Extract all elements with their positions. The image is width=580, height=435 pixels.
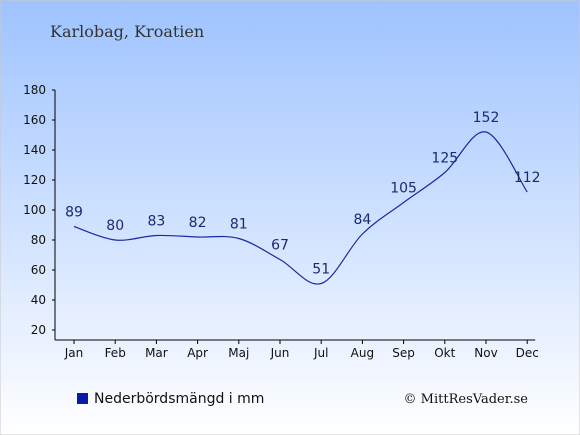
y-tick-label: 160 [23,113,46,127]
y-tick-label: 120 [23,173,46,187]
x-tick-label: Apr [187,346,208,360]
data-label: 82 [189,215,207,231]
y-tick-label: 20 [31,323,46,337]
y-tick-label: 60 [31,263,46,277]
x-axis-tick-labels: Jan Feb Mar Apr Maj Jun Jul Aug Sep Okt Nov Dec [64,346,539,360]
data-label: 112 [514,170,541,186]
data-label: 125 [431,151,458,167]
data-label: 105 [390,181,417,197]
y-tick-label: 140 [23,143,46,157]
x-tick-label: Jan [64,346,84,360]
x-tick-label: Mar [145,346,168,360]
x-tick-label: Feb [105,346,126,360]
x-tick-label: Sep [392,346,415,360]
data-label: 67 [271,238,289,254]
x-tick-label: Jun [270,346,290,360]
data-label: 152 [473,110,500,126]
data-label: 81 [230,217,248,233]
axes [52,89,536,344]
y-axis-tick-labels: 20 40 60 80 100 120 140 160 180 [23,83,46,337]
data-label: 83 [147,214,165,230]
chart-title: Karlobag, Kroatien [50,22,204,41]
x-tick-label: Nov [474,346,497,360]
y-tick-label: 100 [23,203,46,217]
x-tick-label: Okt [434,346,455,360]
credit-text: © MittResVader.se [404,392,529,407]
data-label: 51 [312,262,330,278]
y-tick-label: 180 [23,83,46,97]
legend-label: Nederbördsmängd i mm [94,391,264,407]
data-labels: 89 80 83 82 81 67 51 84 105 125 152 112 [65,110,540,278]
x-tick-label: Jul [313,346,328,360]
x-tick-label: Aug [351,346,374,360]
legend-marker [77,393,88,404]
x-tick-label: Maj [228,346,249,360]
y-tick-label: 40 [31,293,46,307]
data-label: 89 [65,205,83,221]
y-tick-label: 80 [31,233,46,247]
precipitation-line [73,131,528,285]
data-label: 84 [353,212,371,228]
data-label: 80 [106,218,124,234]
x-tick-label: Dec [516,346,539,360]
